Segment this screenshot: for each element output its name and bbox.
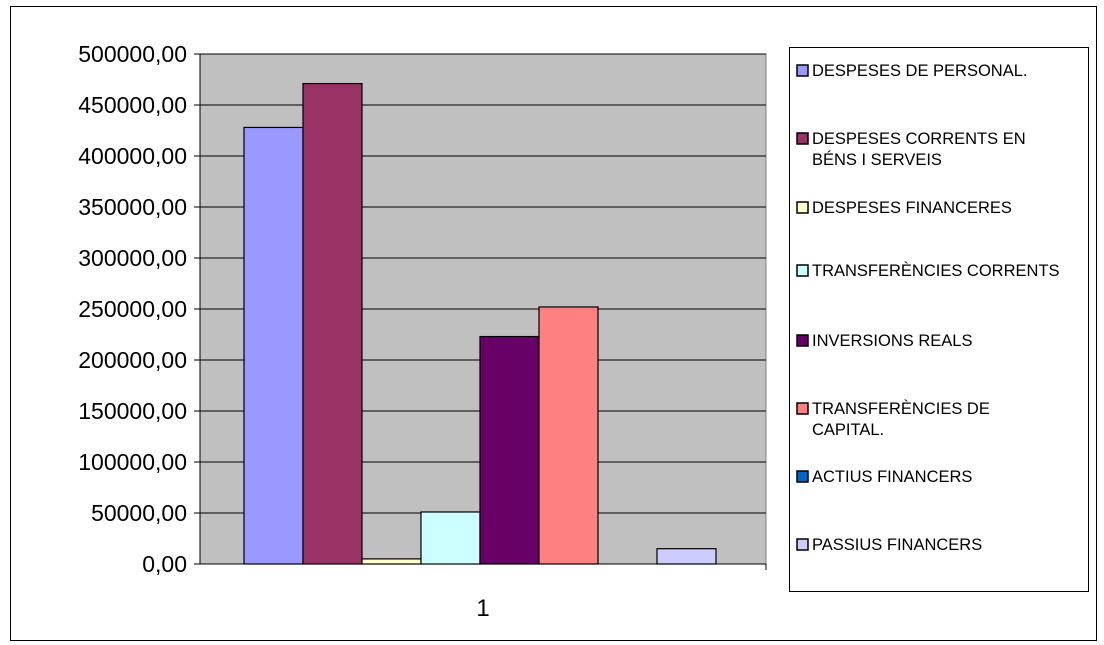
legend-item: PASSIUS FINANCERS (796, 536, 982, 554)
legend-item: INVERSIONS REALS (796, 332, 972, 350)
y-tick-label: 350000,00 (78, 194, 187, 220)
y-axis-ticks: 0,00 50000,00 100000,00 150000,00 200000,00 2… (78, 41, 200, 577)
legend-item: DESPESES FINANCERES (796, 199, 1012, 217)
legend-item: TRANSFERÈNCIES DE CAPITAL. (796, 399, 990, 439)
legend-swatch (796, 402, 809, 415)
y-tick-label: 300000,00 (78, 245, 187, 271)
bar (302, 82, 363, 565)
legend-swatch (796, 132, 809, 145)
y-tick-label: 500000,00 (78, 41, 187, 67)
legend-label: INVERSIONS REALS (812, 332, 972, 350)
legend-label: ACTIUS FINANCERS (812, 468, 972, 486)
y-tick-label: 450000,00 (78, 92, 187, 118)
legend-swatch (796, 201, 809, 214)
legend-item: DESPESES DE PERSONAL. (796, 62, 1028, 80)
y-tick-label: 150000,00 (78, 398, 187, 424)
y-tick-label: 50000,00 (91, 500, 187, 526)
legend-swatch (796, 334, 809, 347)
legend-swatch (796, 538, 809, 551)
y-tick-label: 0,00 (142, 551, 187, 577)
y-tick-label: 250000,00 (78, 296, 187, 322)
legend-swatch (796, 264, 809, 277)
bar (479, 335, 540, 565)
bar (656, 548, 717, 565)
legend-item: TRANSFERÈNCIES CORRENTS (796, 261, 1060, 280)
y-tick-label: 200000,00 (78, 347, 187, 373)
legend-label: DESPESES FINANCERES (812, 199, 1012, 217)
legend-swatch (796, 64, 809, 77)
legend-swatch (796, 470, 809, 483)
bar (361, 558, 422, 565)
legend-label: PASSIUS FINANCERS (812, 536, 982, 554)
legend-item: ACTIUS FINANCERS (796, 468, 972, 486)
y-tick-label: 100000,00 (78, 449, 187, 475)
legend-label: DESPESES CORRENTS EN BÉNS I SERVEIS (812, 130, 1026, 169)
x-tick-label: 1 (476, 595, 489, 622)
legend: DESPESES DE PERSONAL. DESPESES CORRENTS E… (796, 62, 1060, 554)
legend-label: TRANSFERÈNCIES DE CAPITAL. (812, 399, 990, 439)
legend-label: TRANSFERÈNCIES CORRENTS (812, 261, 1060, 280)
bar (243, 126, 304, 565)
legend-box (789, 47, 1089, 592)
bar (420, 511, 481, 565)
legend-item: DESPESES CORRENTS EN BÉNS I SERVEIS (796, 130, 1026, 169)
y-tick-label: 400000,00 (78, 143, 187, 169)
x-axis-ticks: 1 (476, 564, 767, 622)
legend-label: DESPESES DE PERSONAL. (812, 62, 1028, 80)
bar (538, 306, 599, 565)
